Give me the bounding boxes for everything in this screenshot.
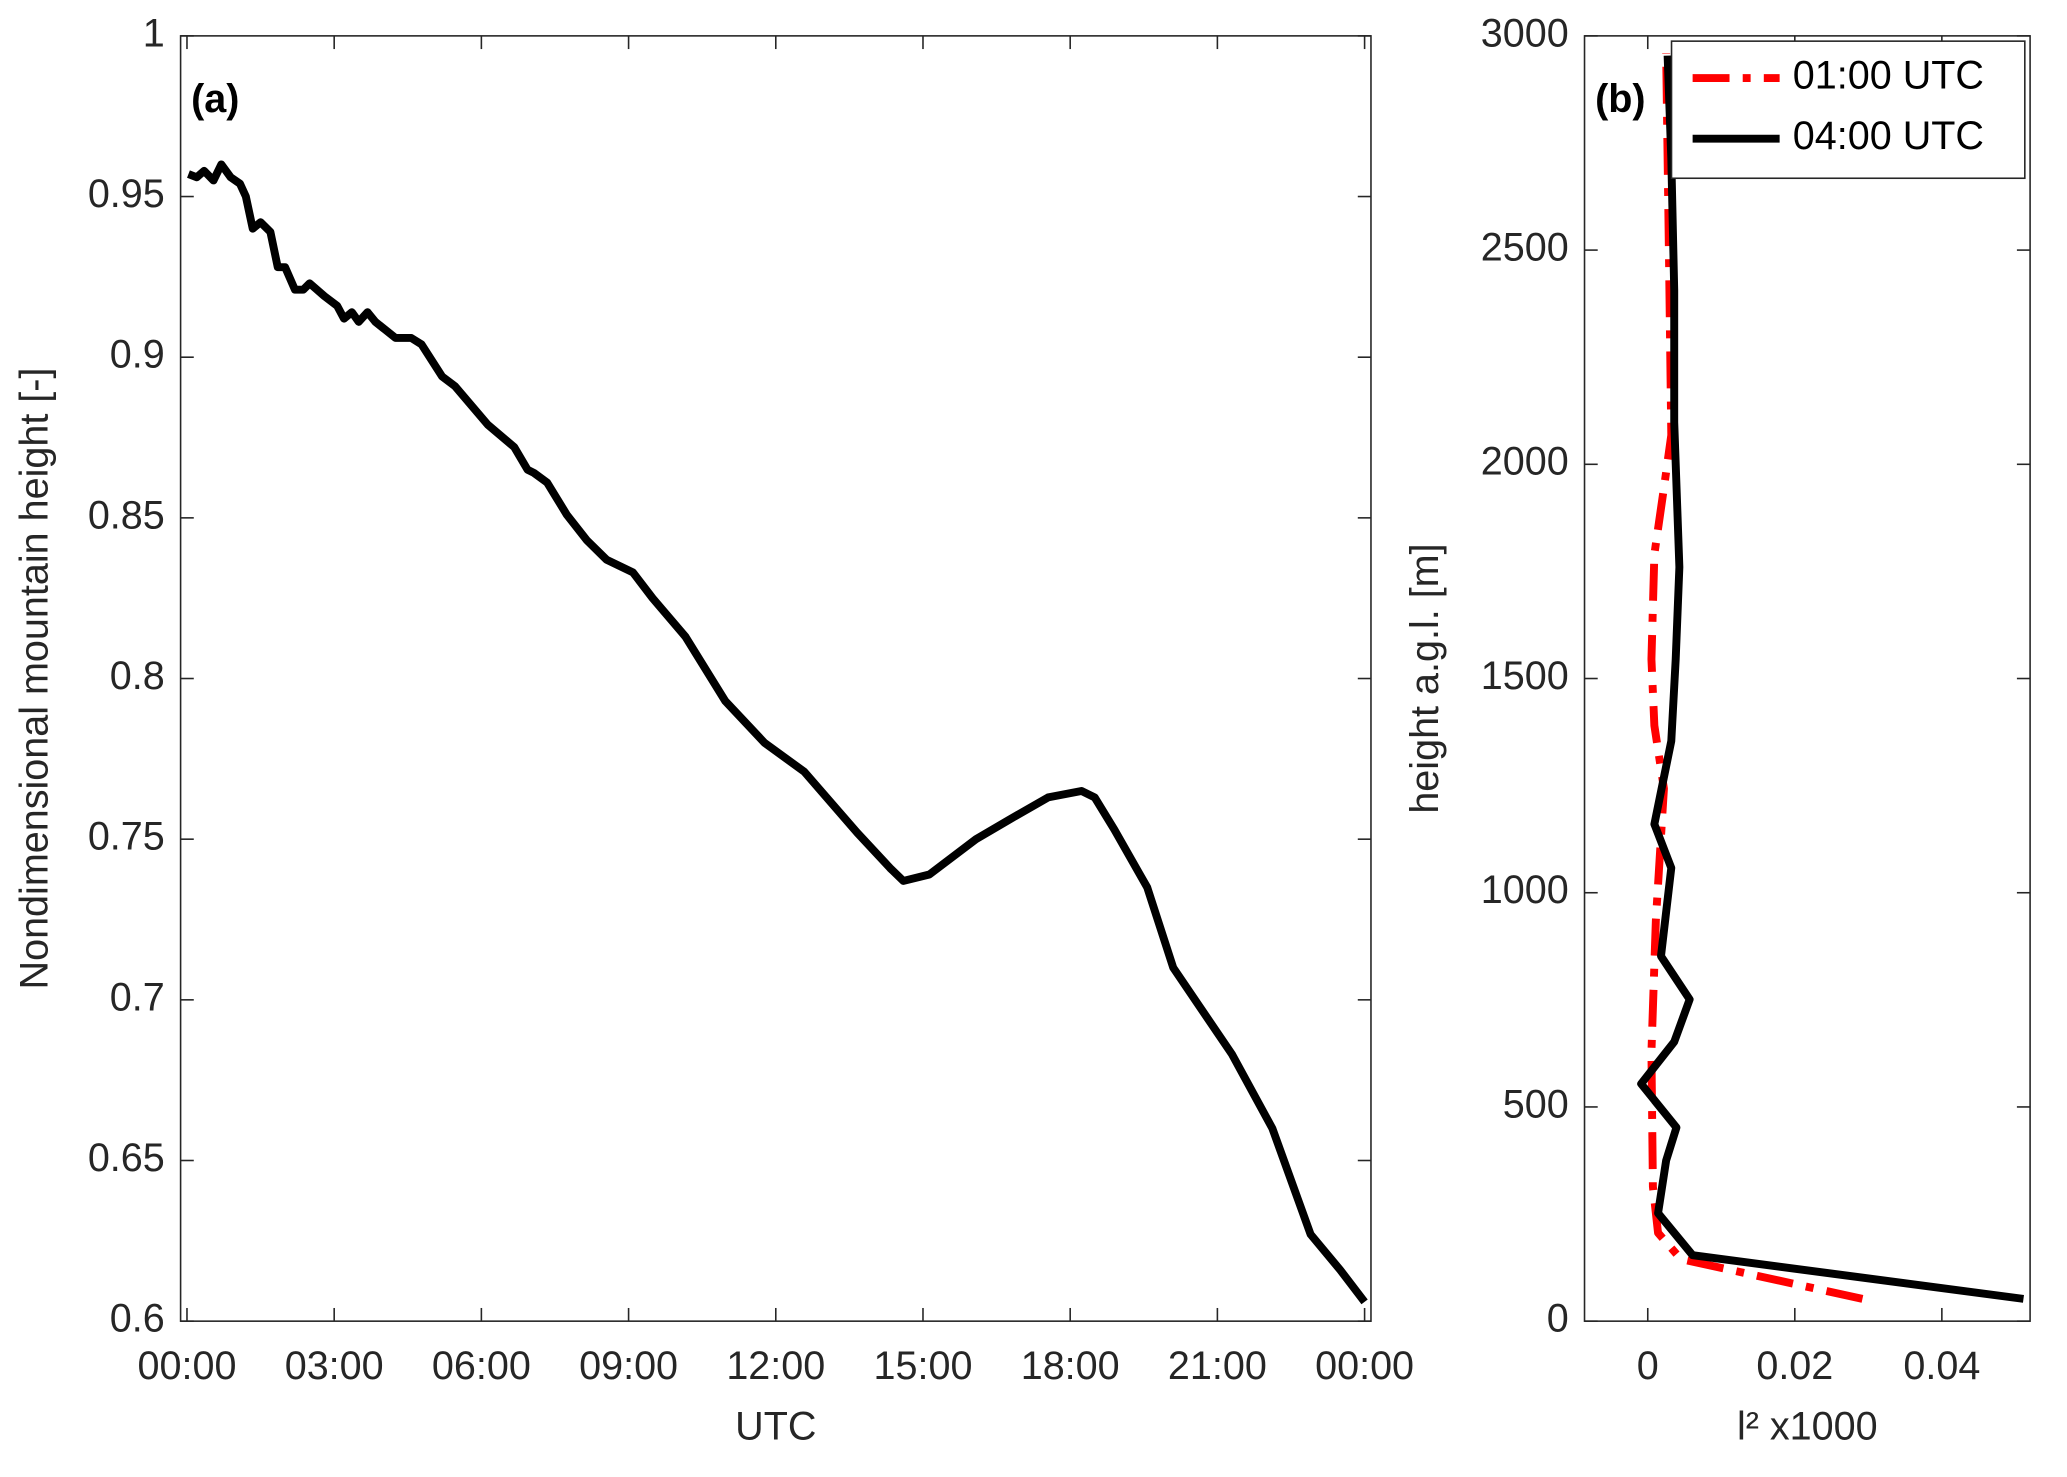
x-tick-label: 00:00 <box>138 1344 237 1388</box>
profile-line <box>1637 55 2024 1303</box>
legend-box <box>1670 40 2026 180</box>
x-tick-label: 0.02 <box>1756 1344 1833 1388</box>
y-tick-label: 1500 <box>1481 654 1569 698</box>
x-axis-label: UTC <box>735 1405 816 1449</box>
y-tick-label: 0 <box>1547 1297 1569 1341</box>
x-tick-label: 0.04 <box>1903 1344 1980 1388</box>
y-tick-label: 0.8 <box>110 654 165 698</box>
y-axis-label: Nondimensional mountain height [-] <box>12 368 56 990</box>
y-tick-label: 0.75 <box>88 815 165 859</box>
x-tick-label: 18:00 <box>1021 1344 1120 1388</box>
y-tick-label: 2500 <box>1481 226 1569 270</box>
y-tick-label: 2000 <box>1481 440 1569 484</box>
y-tick-label: 0.85 <box>88 493 165 537</box>
panel-label: (b) <box>1595 77 1645 121</box>
x-tick-label: 21:00 <box>1168 1344 1267 1388</box>
data-line <box>187 160 1368 1305</box>
y-tick-label: 3000 <box>1481 11 1569 55</box>
y-tick-label: 0.9 <box>110 333 165 377</box>
legend-label: 01:00 UTC <box>1793 53 1984 97</box>
axes-box <box>1583 35 2031 1322</box>
legend-label: 04:00 UTC <box>1793 114 1984 158</box>
x-tick-label: 09:00 <box>579 1344 678 1388</box>
profile-line <box>1647 52 1864 1303</box>
x-tick-label: 00:00 <box>1315 1344 1414 1388</box>
x-tick-label: 03:00 <box>285 1344 384 1388</box>
y-axis-label: height a.g.l. [m] <box>1403 543 1447 813</box>
x-tick-label: 0 <box>1637 1344 1659 1388</box>
y-tick-label: 0.6 <box>110 1297 165 1341</box>
x-tick-label: 12:00 <box>726 1344 825 1388</box>
y-tick-label: 0.7 <box>110 975 165 1019</box>
axes-box <box>179 35 1372 1322</box>
y-tick-label: 500 <box>1503 1082 1569 1126</box>
y-tick-label: 1000 <box>1481 868 1569 912</box>
x-axis-label: l² x1000 <box>1737 1405 1878 1449</box>
y-tick-label: 0.65 <box>88 1136 165 1180</box>
x-tick-label: 15:00 <box>874 1344 973 1388</box>
y-tick-label: 1 <box>143 11 165 55</box>
x-tick-label: 06:00 <box>432 1344 531 1388</box>
panel-label: (a) <box>191 77 239 121</box>
y-tick-label: 0.95 <box>88 172 165 216</box>
